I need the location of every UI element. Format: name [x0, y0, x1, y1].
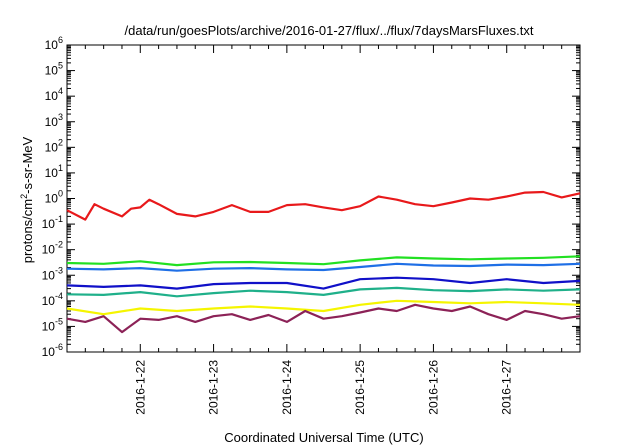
y-tick-label-exp: 1	[58, 163, 63, 173]
x-tick-label: 2016-1-25	[353, 360, 367, 415]
y-tick-label: 10-2	[42, 240, 63, 257]
y-tick-label-exp: -2	[55, 240, 63, 250]
y-tick-label-exp: 0	[58, 189, 63, 199]
x-axis: 2016-1-22 2016-1-23 2016-1-24 2016-1-25 2016…	[66, 45, 581, 415]
y-tick-label-base: 10	[45, 115, 59, 129]
x-tick-label: 2016-1-26	[426, 360, 440, 415]
x-tick-label: 2016-1-22	[133, 360, 147, 415]
y-tick-label-base: 10	[42, 217, 56, 231]
y-axis: 10-610-510-410-310-210-11001011021031041…	[42, 35, 580, 359]
y-tick-label: 102	[45, 137, 63, 154]
series-line-4	[66, 276, 581, 290]
x-tick-label: 2016-1-24	[280, 360, 294, 415]
y-tick-label-base: 10	[42, 319, 56, 333]
plot-frame	[66, 44, 581, 353]
y-tick-label-exp: -6	[55, 342, 63, 352]
y-tick-label-base: 10	[45, 166, 59, 180]
y-tick-label-exp: -3	[55, 265, 63, 275]
y-axis-label-suffix: -s-sr-MeV	[20, 136, 35, 193]
y-tick-label: 104	[45, 86, 63, 103]
y-tick-label: 105	[45, 61, 63, 78]
y-tick-label: 10-6	[42, 342, 63, 359]
y-tick-label-exp: 3	[58, 112, 63, 122]
y-tick-label-base: 10	[42, 268, 56, 282]
series-line-3	[66, 262, 581, 272]
series-line-7	[66, 303, 581, 334]
x-axis-label: Coordinated Universal Time (UTC)	[224, 430, 423, 445]
y-axis-label-sup: 2	[19, 194, 29, 199]
y-axis-label: protons/cm2-s-sr-MeV	[19, 136, 35, 263]
y-tick-label: 10-4	[42, 291, 63, 308]
x-tick-label: 2016-1-27	[500, 360, 514, 415]
y-axis-label-main: protons/cm	[20, 199, 35, 263]
y-tick-label-exp: 4	[58, 86, 63, 96]
y-tick-label: 10-5	[42, 316, 63, 333]
series-lines	[66, 190, 581, 334]
y-tick-label-exp: 5	[58, 61, 63, 71]
y-tick-label: 10-1	[42, 214, 63, 231]
y-tick-label-exp: -4	[55, 291, 63, 301]
y-tick-label-base: 10	[45, 192, 59, 206]
y-tick-label-base: 10	[42, 294, 56, 308]
y-tick-label-base: 10	[45, 38, 59, 52]
chart-title: /data/run/goesPlots/archive/2016-01-27/f…	[125, 23, 534, 38]
y-tick-label: 106	[45, 35, 63, 52]
y-tick-label: 103	[45, 112, 63, 129]
y-tick-label-exp: -1	[55, 214, 63, 224]
series-line-1	[66, 190, 581, 221]
y-tick-label-exp: 2	[58, 137, 63, 147]
y-tick-label-base: 10	[45, 140, 59, 154]
y-tick-label-base: 10	[45, 64, 59, 78]
y-tick-label-exp: 6	[58, 35, 63, 45]
y-tick-label: 100	[45, 189, 63, 206]
y-tick-label: 10-3	[42, 265, 63, 282]
series-line-5	[66, 286, 581, 298]
x-tick-label: 2016-1-23	[207, 360, 221, 415]
plot-area	[66, 44, 581, 353]
y-tick-label: 101	[45, 163, 63, 180]
y-tick-label-base: 10	[42, 345, 56, 359]
series-line-2	[66, 255, 581, 267]
y-tick-label-base: 10	[42, 243, 56, 257]
series-line-6	[66, 299, 581, 316]
y-tick-label-base: 10	[45, 89, 59, 103]
y-tick-label-exp: -5	[55, 316, 63, 326]
